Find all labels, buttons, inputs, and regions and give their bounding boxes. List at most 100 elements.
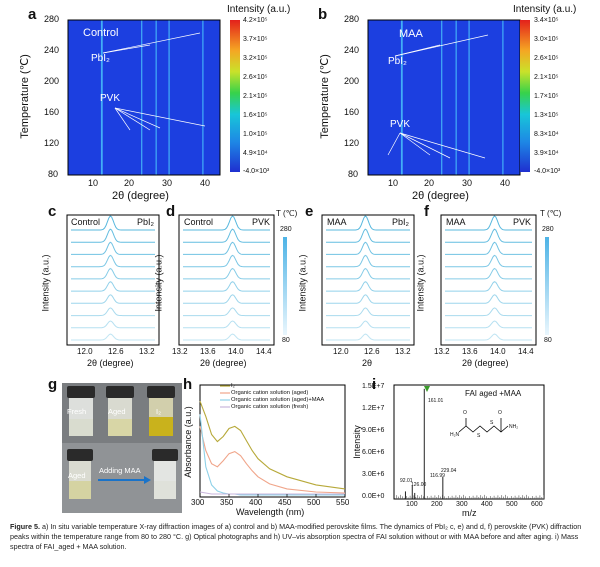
panel-d-tbar-top: 280 bbox=[280, 226, 292, 233]
xrd-series-line bbox=[183, 267, 270, 280]
xrd-series-line bbox=[326, 320, 410, 329]
panel-g-letter: g bbox=[48, 376, 58, 393]
caption-text: a) In situ variable temperature X-ray di… bbox=[10, 522, 582, 551]
xrd-series-line bbox=[326, 294, 410, 304]
figure-caption: Figure 5. a) In situ variable temperatur… bbox=[10, 522, 590, 552]
panel-i-xlabel: m/z bbox=[462, 508, 477, 518]
xrd-series-line bbox=[183, 307, 270, 317]
panel-b-pbi2-label: PbI₂ bbox=[388, 56, 407, 67]
panel-b-xticks: 10 20 30 40 bbox=[388, 178, 511, 188]
panel-c-left: Control bbox=[71, 217, 101, 227]
uv-series-line bbox=[199, 401, 346, 490]
panel-d-letter: d bbox=[166, 203, 176, 220]
annotation-lines-a bbox=[102, 32, 206, 131]
panel-e-xlabel: 2θ bbox=[362, 358, 373, 368]
uv-series-line bbox=[199, 426, 346, 494]
xrd-series-line bbox=[326, 215, 410, 231]
xrd-series-line bbox=[71, 241, 155, 255]
panel-h-legend-text: I₂ Organic cation solution (aged) Organi… bbox=[231, 383, 325, 410]
panel-d-tbar bbox=[283, 237, 287, 335]
uv-series-line bbox=[199, 491, 345, 495]
panel-f-tbar-top: 280 bbox=[542, 226, 554, 233]
annotation-lines-b bbox=[387, 34, 489, 159]
panel-a-letter: a bbox=[28, 6, 37, 23]
panel-b-yticks: 280 240 200 160 120 80 bbox=[344, 14, 360, 179]
xrd-series-line bbox=[326, 254, 410, 268]
panel-f-tbar-title: T (℃) bbox=[540, 209, 562, 218]
panel-i-title: FAI aged +MAA bbox=[465, 389, 522, 398]
xrd-series-line bbox=[445, 228, 532, 243]
xrd-series-line bbox=[183, 281, 270, 292]
vial-fresh bbox=[67, 386, 95, 436]
panel-e-left: MAA bbox=[327, 217, 347, 227]
xrd-series-line bbox=[71, 267, 155, 280]
vial-label-fresh: Fresh bbox=[67, 407, 87, 416]
panel-c-frame bbox=[66, 214, 160, 346]
panel-f-left: MAA bbox=[446, 217, 466, 227]
xrd-series-line bbox=[183, 254, 270, 268]
xrd-series-line bbox=[326, 307, 410, 317]
panel-f-frame bbox=[440, 214, 537, 346]
panel-a-xlabel: 2θ (degree) bbox=[112, 190, 169, 202]
panel-a-xticks: 10 20 30 40 bbox=[88, 178, 211, 188]
vial-label-i2: I₂ bbox=[156, 407, 161, 416]
xrd-series-line bbox=[71, 307, 155, 317]
vial-i2 bbox=[147, 386, 175, 436]
xrd-series-line bbox=[71, 281, 155, 292]
panel-a-heatmap bbox=[67, 19, 240, 176]
panel-b-label: MAA bbox=[399, 28, 423, 40]
uv-series-line bbox=[199, 414, 345, 496]
xrd-series-line bbox=[183, 228, 270, 243]
panel-g-photos bbox=[62, 383, 182, 513]
arrow-label: Adding MAA bbox=[99, 466, 141, 475]
vial-aged bbox=[106, 386, 134, 436]
xrd-series-line bbox=[326, 228, 410, 243]
panel-a-cb-ticks: 4.2×10⁵ 3.7×10⁵ 3.2×10⁵ 2.6×10⁵ 2.1×10⁵ … bbox=[243, 17, 270, 175]
xrd-series-line bbox=[183, 294, 270, 304]
panel-c-xlabel: 2θ (degree) bbox=[87, 358, 134, 368]
xrd-series-line bbox=[71, 254, 155, 268]
panel-d-xlabel: 2θ (degree) bbox=[200, 358, 247, 368]
xrd-series-line bbox=[445, 267, 532, 280]
vial-aged-before bbox=[67, 449, 93, 499]
xrd-series-line bbox=[445, 215, 532, 231]
xrd-series-line bbox=[71, 228, 155, 243]
vial-label-aged: Aged bbox=[108, 407, 126, 416]
panel-a-pvk-label: PVK bbox=[100, 93, 121, 104]
panel-c-right: PbI₂ bbox=[137, 217, 155, 227]
colorbar-b bbox=[520, 20, 530, 172]
panel-f-right: PVK bbox=[513, 217, 532, 227]
arrow-down-icon bbox=[424, 386, 430, 392]
xrd-series-line bbox=[445, 254, 532, 268]
panels-c-f bbox=[66, 214, 549, 346]
panel-d-right: PVK bbox=[252, 217, 271, 227]
panel-e-letter: e bbox=[305, 203, 314, 220]
panel-b-letter: b bbox=[318, 6, 328, 23]
panel-a-yticks: 280 240 200 160 120 80 bbox=[44, 14, 60, 179]
panel-c-letter: c bbox=[48, 203, 57, 220]
xrd-series-line bbox=[183, 320, 270, 329]
xrd-series-line bbox=[183, 241, 270, 255]
caption-fig-label: Figure 5. bbox=[10, 522, 40, 531]
xrd-series-line bbox=[445, 241, 532, 255]
colorbar-a bbox=[230, 20, 240, 172]
xrd-series-line bbox=[183, 215, 270, 231]
panel-h-xlabel: Wavelength (nm) bbox=[236, 507, 305, 517]
xrd-series-line bbox=[326, 281, 410, 292]
panel-b-cb-ticks: 3.4×10⁵ 3.0×10⁵ 2.6×10⁵ 2.1×10⁵ 1.7×10⁵ … bbox=[534, 17, 561, 175]
panel-b-cb-title: Intensity (a.u.) bbox=[513, 4, 577, 15]
vial-after-maa bbox=[152, 449, 178, 499]
panel-b-xlabel: 2θ (degree) bbox=[412, 190, 469, 202]
xrd-series-line bbox=[445, 320, 532, 329]
panel-f-xlabel: 2θ (degree) bbox=[462, 358, 509, 368]
panel-a-label: Control bbox=[83, 27, 119, 39]
panel-f-letter: f bbox=[424, 203, 429, 220]
panel-a-pbi2-label: PbI₂ bbox=[91, 53, 110, 64]
panel-b-heatmap bbox=[367, 19, 530, 176]
panel-e-right: PbI₂ bbox=[392, 217, 410, 227]
panel-d-tbar-bottom: 80 bbox=[282, 337, 290, 344]
vial-label-aged-before: Aged bbox=[68, 471, 86, 480]
